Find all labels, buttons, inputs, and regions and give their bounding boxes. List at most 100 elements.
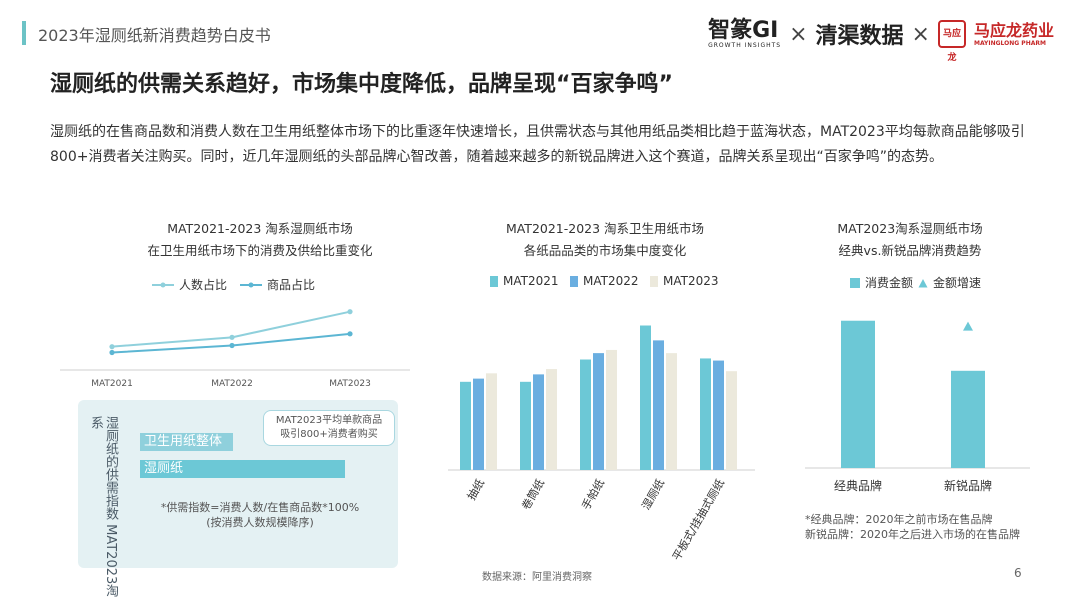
chart1-point xyxy=(347,309,353,315)
chart1-title: MAT2021-2023 淘系湿厕纸市场 在卫生用纸市场下的消费及供给比重变化 xyxy=(85,218,435,262)
supply-index-label-line1: 湿厕纸的供需指数 xyxy=(103,416,118,520)
zhizhuan-name: 智篆GI xyxy=(708,17,779,43)
legend-triangle-icon xyxy=(918,278,928,287)
chart2-legend-label: MAT2021 xyxy=(503,274,559,288)
chart3-title-line2: 经典vs.新锐品牌消费趋势 xyxy=(838,243,982,258)
chart3-x-tick: 新锐品牌 xyxy=(944,478,992,493)
chart2-bar-MAT2022 xyxy=(473,378,484,470)
legend-swatch-icon xyxy=(490,275,498,287)
chart2-bar-MAT2022 xyxy=(593,353,604,470)
chart2-bar-MAT2021 xyxy=(640,325,651,470)
chart2-legend-item: MAT2023 xyxy=(650,274,719,288)
chart3-growth-marker xyxy=(963,321,973,331)
chart3-title: MAT2023淘系湿厕纸市场 经典vs.新锐品牌消费趋势 xyxy=(800,218,1020,262)
chart3-legend-growth-label: 金额增速 xyxy=(933,276,982,290)
chart1-title-line1: MAT2021-2023 淘系湿厕纸市场 xyxy=(167,221,353,236)
page-number: 6 xyxy=(1014,566,1022,580)
chart2-title-line2: 各纸品品类的市场集中度变化 xyxy=(523,243,687,258)
chart2-legend-label: MAT2022 xyxy=(583,274,639,288)
chart2-x-tick: 平板式/挂抽式厕纸 xyxy=(669,477,727,563)
data-source: 数据来源：阿里消费洞察 xyxy=(482,572,592,583)
chart2-bar-MAT2021 xyxy=(520,381,531,470)
supply-index-label-line2: MAT2023淘系 xyxy=(88,416,118,598)
chart2-bar-MAT2023 xyxy=(486,373,497,470)
chart1-legend-goods: 商品占比 xyxy=(240,276,315,293)
chart2-bar-MAT2021 xyxy=(700,358,711,470)
chart2-x-tick: 湿厕纸 xyxy=(639,477,667,512)
callout-line1: MAT2023平均单款商品 xyxy=(275,415,383,426)
header-accent-bar xyxy=(22,21,26,45)
chart2-legend-item: MAT2022 xyxy=(570,274,639,288)
slide-title: 湿厕纸的供需关系趋好，市场集中度降低，品牌呈现“百家争鸣” xyxy=(50,72,673,97)
chart2-bar-MAT2022 xyxy=(713,360,724,470)
chart2-bar-MAT2022 xyxy=(653,340,664,470)
chart1-point xyxy=(109,344,115,350)
chart3-note: *经典品牌：2020年之前市场在售品牌 新锐品牌：2020年之后进入市场的在售品… xyxy=(805,512,1065,542)
zhizhuan-logo: 智篆GI GROWTH INSIGHTS xyxy=(708,17,782,49)
chart1-plot: MAT2021 MAT2022 MAT2023 xyxy=(60,309,410,389)
legend-swatch-icon xyxy=(650,275,658,287)
chart3-plot: 经典品牌 新锐品牌 xyxy=(805,320,1030,493)
callout-line2: 吸引800+消费者购买 xyxy=(280,429,378,440)
chart3-bar-amount xyxy=(841,320,875,468)
chart3-legend-growth: 金额增速 xyxy=(918,274,981,291)
chart3-title-line1: MAT2023淘系湿厕纸市场 xyxy=(837,221,983,236)
supply-index-bar-wet-toilet-paper: 湿厕纸 xyxy=(140,460,345,478)
mayinglong-emblem: 马应龙 xyxy=(937,20,966,63)
mayinglong-sub: MAYINGLONG PHARM xyxy=(973,39,1046,47)
supply-note-line1: *供需指数=消费人数/在售商品数*100% xyxy=(160,501,360,514)
legend-swatch-icon xyxy=(570,275,578,287)
chart2-bar-MAT2023 xyxy=(666,353,677,470)
supply-note-line2: (按消费人数规模降序) xyxy=(206,516,314,529)
chart1-line-people xyxy=(111,310,351,348)
chart2-legend-item: MAT2021 xyxy=(490,274,559,288)
chart2-title: MAT2021-2023 淘系卫生用纸市场 各纸品品类的市场集中度变化 xyxy=(450,218,760,262)
chart1-legend-goods-label: 商品占比 xyxy=(267,278,316,292)
chart2-bar-MAT2021 xyxy=(460,381,471,470)
chart2-x-tick: 手帕纸 xyxy=(578,477,607,513)
chart1-legend-people: 人数占比 xyxy=(152,276,227,293)
chart3-legend-amount-label: 消费金额 xyxy=(865,276,914,290)
chart1-title-line2: 在卫生用纸市场下的消费及供给比重变化 xyxy=(147,243,373,258)
chart1-point xyxy=(109,349,115,356)
chart2-bar-MAT2023 xyxy=(726,371,737,470)
mayinglong-name: 马应龙药业 xyxy=(973,20,1054,40)
chart3-bar-amount xyxy=(951,370,985,468)
zhizhuan-sub: GROWTH INSIGHTS xyxy=(708,41,782,49)
chart1-point xyxy=(347,331,353,337)
chart2-title-line1: MAT2021-2023 淘系卫生用纸市场 xyxy=(505,221,705,236)
legend-line-people-icon xyxy=(152,282,174,287)
chart3-x-tick: 经典品牌 xyxy=(834,479,882,493)
slide-body-text: 湿厕纸的在售商品数和消费人数在卫生用纸整体市场下的比重逐年快速增长，且供需状态与… xyxy=(50,124,1025,165)
chart1-x-tick: MAT2022 xyxy=(211,379,253,389)
legend-line-goods-icon xyxy=(240,282,262,287)
supply-index-bar-overall: 卫生用纸整体 xyxy=(140,433,233,451)
chart1-x-tick: MAT2021 xyxy=(91,379,133,389)
supply-index-vertical-label: 湿厕纸的供需指数 MAT2023淘系 xyxy=(84,416,118,608)
supply-index-note: *供需指数=消费人数/在售商品数*100% (按消费人数规模降序) xyxy=(140,500,380,530)
chart1-point xyxy=(229,342,235,349)
chart1-point xyxy=(229,334,235,340)
chart3-note-line2: 新锐品牌：2020年之后进入市场的在售品牌 xyxy=(805,528,1020,541)
cross-icon-2: × xyxy=(911,21,930,47)
chart2-bar-MAT2023 xyxy=(606,349,617,470)
qingqu-logo: 清渠数据 xyxy=(815,24,904,49)
cross-icon: × xyxy=(789,21,808,47)
chart2-bar-MAT2021 xyxy=(580,359,591,470)
chart3-note-line1: *经典品牌：2020年之前市场在售品牌 xyxy=(805,513,993,526)
partner-logos: 智篆GI GROWTH INSIGHTS × 清渠数据 × 马应龙 马应龙药业 … xyxy=(708,14,1054,63)
chart2-x-tick: 卷筒纸 xyxy=(518,477,547,513)
chart1-legend-people-label: 人数占比 xyxy=(179,278,228,292)
legend-square-icon xyxy=(850,277,860,288)
chart1-x-tick: MAT2023 xyxy=(329,379,371,389)
chart2-legend-label: MAT2023 xyxy=(663,274,719,288)
mayinglong-logo: 马应龙药业 MAYINGLONG PHARM xyxy=(973,20,1054,47)
supply-index-callout: MAT2023平均单款商品 吸引800+消费者购买 xyxy=(263,410,395,446)
chart3-legend-amount: 消费金额 xyxy=(850,274,913,291)
chart2-plot: 抽纸 卷筒纸 手帕纸 湿厕纸 平板式/挂抽式厕纸 xyxy=(448,325,755,563)
report-title: 2023年湿厕纸新消费趋势白皮书 xyxy=(38,26,271,45)
chart2-legend: MAT2021 MAT2022 MAT2023 xyxy=(490,274,750,292)
chart2-x-tick: 抽纸 xyxy=(464,477,487,503)
chart2-bar-MAT2023 xyxy=(546,369,557,470)
chart2-bar-MAT2022 xyxy=(533,374,544,470)
